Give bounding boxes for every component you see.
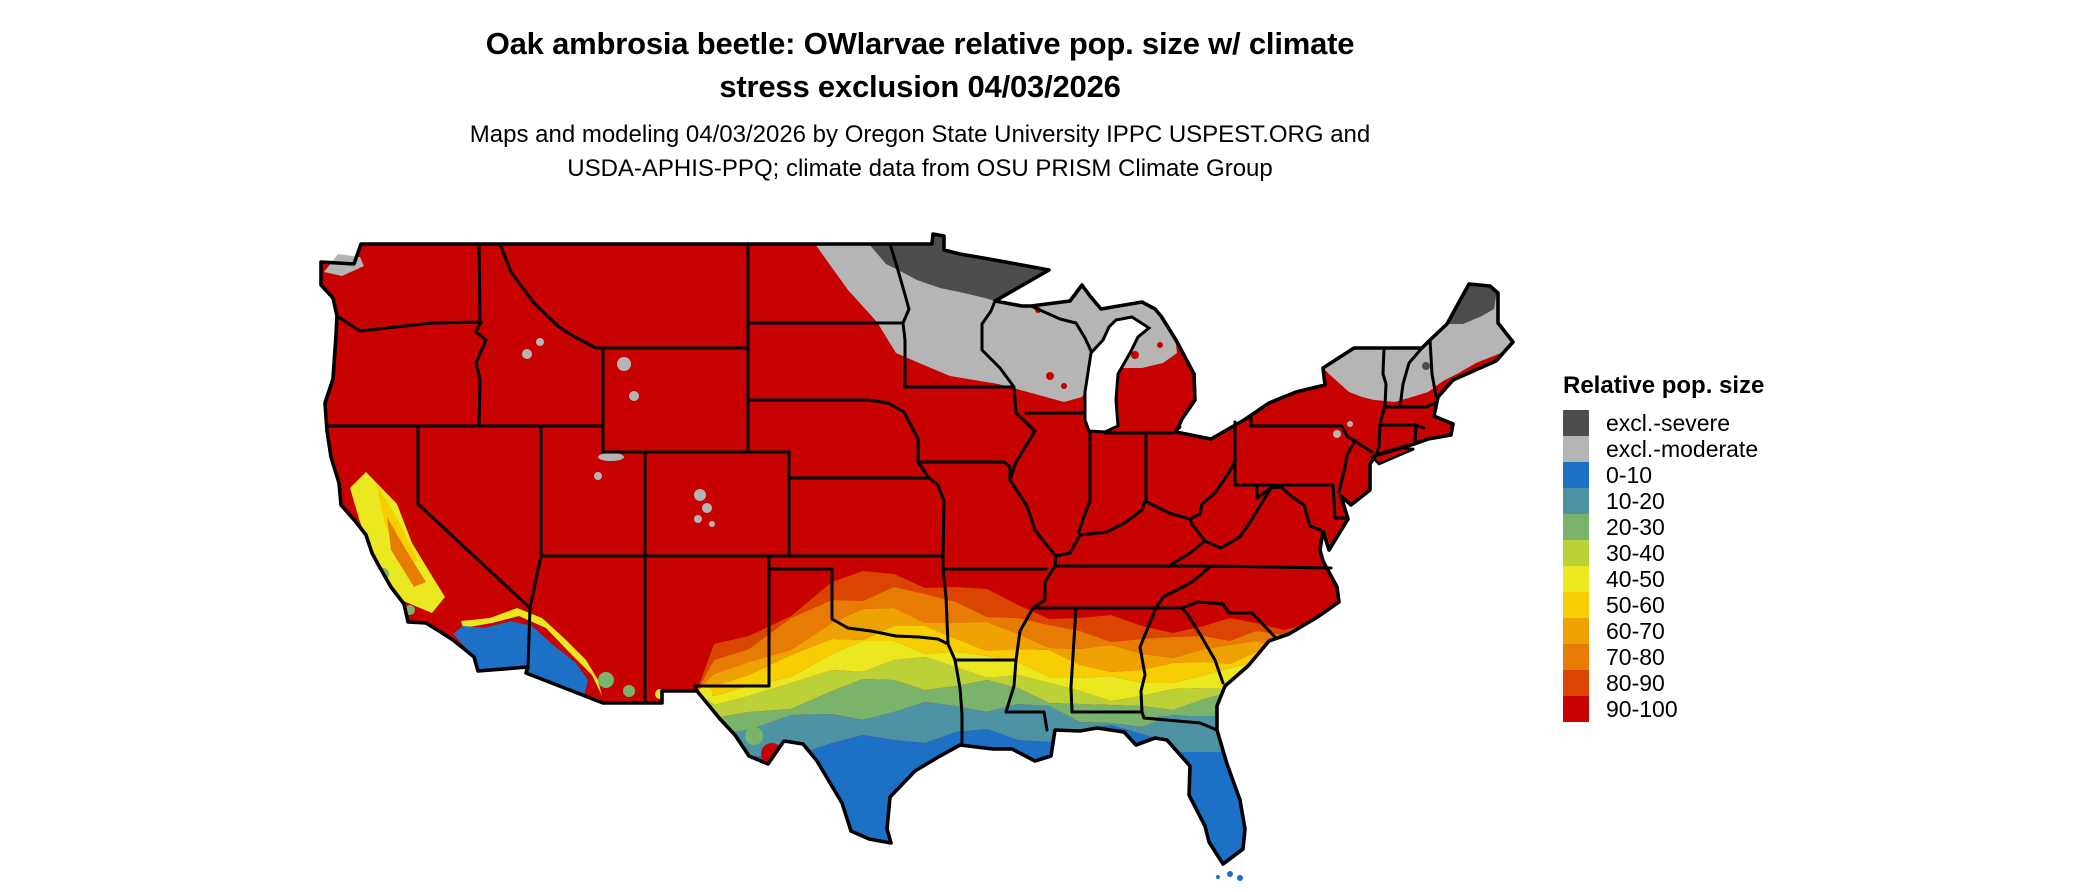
legend-item-excl.-severe: excl.-severe <box>1563 410 1903 436</box>
band-10-20 <box>697 691 1312 759</box>
north-exclusion-moderate <box>815 234 1177 402</box>
band-80-90 <box>697 571 1312 691</box>
us-map <box>302 224 1527 889</box>
wisconsin-red-speck-2 <box>1061 383 1067 389</box>
windriver-gray-speck <box>629 391 639 401</box>
florida-keys-dot-3 <box>1216 875 1220 879</box>
legend-swatch-d60 <box>1563 618 1589 644</box>
legend-item-90-100: 90-100 <box>1563 696 1903 722</box>
conus-outline <box>319 232 1515 866</box>
map-title-line2: stress exclusion 04/03/2026 <box>719 69 1121 104</box>
legend-item-50-60: 50-60 <box>1563 592 1903 618</box>
legend-swatch-d0 <box>1563 462 1589 488</box>
legend-label: excl.-moderate <box>1606 436 1759 462</box>
band-30-40 <box>697 657 1312 718</box>
legend-label: 50-60 <box>1606 592 1665 618</box>
catskills-gray-speck-1 <box>1333 430 1341 438</box>
legend-label: 10-20 <box>1606 488 1665 514</box>
new-hampshire-severe-spot <box>1422 362 1430 370</box>
wasatch-gray-speck <box>594 472 602 480</box>
legend-swatch-d40 <box>1563 566 1589 592</box>
legend-swatch-d80 <box>1563 670 1589 696</box>
legend-swatch-exclSevere <box>1563 410 1589 436</box>
legend-item-60-70: 60-70 <box>1563 618 1903 644</box>
legend-swatch-d90 <box>1563 696 1589 722</box>
michigan-red-speck-2 <box>1157 342 1163 348</box>
legend-swatch-d50 <box>1563 592 1589 618</box>
legend-item-20-30: 20-30 <box>1563 514 1903 540</box>
idaho-gray-speck-2 <box>536 338 544 346</box>
minnesota-exclusion-severe <box>869 234 1049 301</box>
legend-item-70-80: 70-80 <box>1563 644 1903 670</box>
maine-exclusion-severe <box>1447 284 1498 324</box>
arizona-yellow-rim <box>461 608 602 696</box>
legend-label: 40-50 <box>1606 566 1665 592</box>
legend-label: 90-100 <box>1606 696 1678 722</box>
colorado-gray-speck-1 <box>694 489 706 501</box>
legend-item-0-10: 0-10 <box>1563 462 1903 488</box>
legend-label: 20-30 <box>1606 514 1665 540</box>
colorado-gray-speck-2 <box>702 503 712 513</box>
map-title-line1: Oak ambrosia beetle: OWlarvae relative p… <box>485 26 1355 61</box>
yellowstone-gray-speck <box>617 357 631 371</box>
legend-label: 0-10 <box>1606 462 1653 488</box>
florida-blue-zone <box>1158 752 1272 864</box>
legend: Relative pop. size excl.-severe excl.-mod… <box>1563 372 1903 722</box>
legend-swatch-d70 <box>1563 644 1589 670</box>
legend-items: excl.-severe excl.-moderate 0-10 10-20 20-30… <box>1563 410 1903 722</box>
se-arizona-green-spot <box>623 685 635 697</box>
legend-label: 30-40 <box>1606 540 1665 566</box>
california-orange-valley <box>387 517 426 587</box>
legend-label: 70-80 <box>1606 644 1665 670</box>
legend-label: 60-70 <box>1606 618 1665 644</box>
legend-item-80-90: 80-90 <box>1563 670 1903 696</box>
legend-title: Relative pop. size <box>1563 372 1765 399</box>
superior-shore-red-speck-2 <box>1092 291 1098 297</box>
davis-mtns-green-spot <box>745 727 763 745</box>
colorado-gray-speck-4 <box>709 521 715 527</box>
florida-keys-dot-2 <box>1237 875 1243 881</box>
idaho-gray-speck-1 <box>522 349 532 359</box>
colorado-gray-speck-3 <box>694 515 702 523</box>
state-borders <box>326 242 1438 745</box>
map-subtitle: Maps and modeling 04/03/2026 by Oregon S… <box>150 118 1690 186</box>
map-subtitle-line1: Maps and modeling 04/03/2026 by Oregon S… <box>469 121 1371 148</box>
florida-keys-dot-1 <box>1227 871 1233 877</box>
legend-swatch-d30 <box>1563 540 1589 566</box>
legend-swatch-exclModerate <box>1563 436 1589 462</box>
catskills-gray-speck-2 <box>1347 421 1353 427</box>
legend-label: 80-90 <box>1606 670 1665 696</box>
legend-item-30-40: 30-40 <box>1563 540 1903 566</box>
legend-item-40-50: 40-50 <box>1563 566 1903 592</box>
us-map-svg <box>319 232 1515 881</box>
band-50-60 <box>697 626 1312 696</box>
california-gold-streak <box>376 483 418 566</box>
legend-swatch-d10 <box>1563 488 1589 514</box>
uinta-gray-speck <box>598 453 624 461</box>
band-70-80 <box>697 587 1312 691</box>
map-title: Oak ambrosia beetle: OWlarvae relative p… <box>150 22 1690 108</box>
wisconsin-red-speck-1 <box>1046 372 1054 380</box>
legend-item-excl.-moderate: excl.-moderate <box>1563 436 1903 462</box>
band-40-50 <box>697 641 1312 705</box>
map-subtitle-line2: USDA-APHIS-PPQ; climate data from OSU PR… <box>567 155 1273 182</box>
legend-swatch-d20 <box>1563 514 1589 540</box>
tucson-green-spot <box>598 672 614 688</box>
legend-label: excl.-severe <box>1606 410 1730 436</box>
michigan-red-speck-1 <box>1131 351 1139 359</box>
legend-item-10-20: 10-20 <box>1563 488 1903 514</box>
